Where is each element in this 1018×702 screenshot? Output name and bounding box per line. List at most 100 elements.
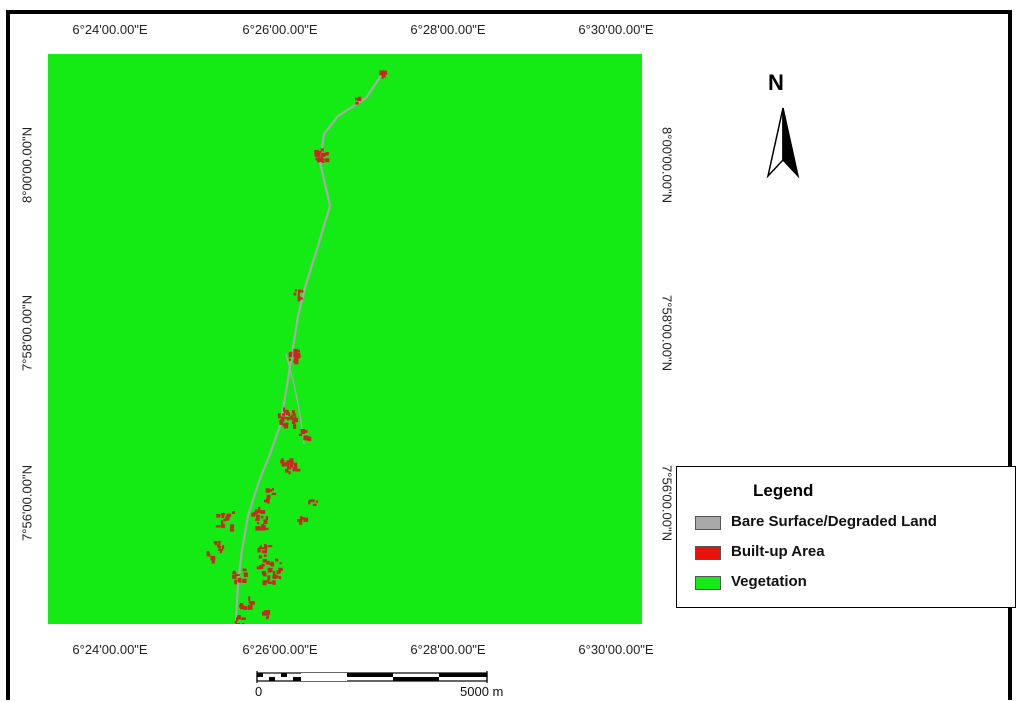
built-up-pixel: [299, 516, 303, 521]
built-up-pixel: [294, 418, 298, 421]
built-up-pixel: [294, 356, 299, 362]
built-up-pixel: [243, 572, 248, 578]
built-up-pixel: [307, 436, 312, 442]
built-up-pixel: [226, 513, 232, 518]
built-up-pixel: [232, 572, 237, 575]
built-up-pixel: [271, 492, 277, 496]
x-tick-bottom-4: 6°30'00.00"E: [578, 642, 654, 657]
built-up-pixel: [272, 580, 275, 585]
built-up-pixel: [258, 507, 261, 511]
built-up-pixel: [264, 499, 268, 503]
built-up-pixel: [281, 463, 286, 466]
built-up-pixel: [320, 148, 324, 152]
built-up-pixel: [291, 461, 294, 465]
built-up-pixel: [291, 410, 295, 414]
built-up-pixel: [262, 550, 267, 554]
built-up-pixel: [259, 545, 262, 548]
built-up-pixel: [379, 70, 385, 76]
built-up-pixel: [265, 488, 270, 493]
built-up-pixel: [257, 510, 263, 513]
x-tick-bottom-2: 6°26'00.00"E: [242, 642, 318, 657]
built-up-pixel: [293, 424, 297, 429]
built-up-pixel: [276, 570, 281, 574]
built-up-pixel: [288, 358, 292, 361]
built-up-pixel: [230, 524, 235, 529]
built-up-pixel: [308, 500, 311, 505]
built-up-pixel: [298, 297, 303, 300]
built-up-pixel: [283, 407, 286, 412]
built-up-pixel: [275, 558, 279, 562]
built-up-pixel: [218, 540, 221, 546]
built-up-pixel: [286, 467, 292, 470]
y-tick-right-2: 7°58'00.00"N: [659, 295, 675, 371]
built-up-pixel: [285, 422, 289, 425]
built-up-pixel: [256, 514, 260, 519]
built-up-pixel: [221, 515, 225, 518]
x-tick-bottom-1: 6°24'00.00"E: [72, 642, 148, 657]
built-up-pixel: [289, 462, 294, 468]
built-up-pixel: [237, 579, 242, 582]
built-up-pixel: [264, 545, 268, 551]
built-up-pixel: [297, 293, 300, 298]
built-up-pixel: [299, 433, 303, 436]
built-up-pixel: [272, 570, 276, 576]
built-up-pixel: [257, 521, 260, 525]
built-up-pixel: [248, 601, 252, 604]
built-up-pixel: [260, 515, 264, 519]
built-up-pixel: [293, 348, 299, 353]
built-up-pixel: [286, 412, 290, 415]
built-up-pixel: [211, 559, 215, 564]
built-up-pixel: [248, 596, 251, 602]
legend-swatch-built-up: [695, 546, 721, 560]
built-up-pixel: [267, 567, 272, 573]
built-up-pixel: [291, 418, 296, 421]
built-up-pixel: [220, 520, 224, 524]
built-up-pixel: [291, 414, 294, 417]
built-up-pixel: [315, 157, 321, 161]
built-up-pixel: [217, 544, 220, 547]
built-up-pixel: [381, 74, 384, 79]
built-up-pixel: [242, 578, 247, 583]
built-up-pixel: [321, 153, 324, 159]
scale-bar: [256, 671, 488, 683]
built-up-area-pixels: [206, 70, 388, 624]
built-up-pixel: [290, 415, 293, 420]
built-up-pixel: [297, 296, 301, 302]
built-up-pixel: [230, 528, 234, 532]
built-up-pixel: [321, 158, 325, 163]
built-up-pixel: [234, 621, 237, 624]
built-up-pixel: [281, 461, 285, 465]
built-up-pixel: [314, 149, 319, 154]
built-up-pixel: [294, 289, 297, 292]
built-up-pixel: [251, 512, 256, 517]
built-up-pixel: [325, 158, 330, 163]
x-tick-top-4: 6°30'00.00"E: [578, 22, 654, 37]
built-up-pixel: [282, 413, 285, 416]
built-up-pixel: [262, 581, 266, 584]
built-up-pixel: [277, 413, 281, 419]
land-cover-map: [48, 54, 642, 624]
built-up-pixel: [271, 488, 274, 491]
built-up-pixel: [214, 542, 218, 546]
built-up-pixel: [267, 545, 273, 548]
legend-swatch-bare-surface: [695, 516, 721, 530]
built-up-pixel: [266, 580, 269, 583]
built-up-pixel: [315, 500, 319, 503]
built-up-pixel: [283, 423, 289, 429]
built-up-pixel: [242, 606, 247, 610]
built-up-pixel: [299, 289, 303, 293]
bare-surface-corridor: [234, 72, 384, 622]
built-up-pixel: [299, 520, 303, 525]
built-up-pixel: [285, 409, 289, 413]
built-up-pixel: [273, 580, 276, 585]
built-up-pixel: [221, 523, 225, 529]
legend-title: Legend: [753, 481, 814, 500]
built-up-pixel: [321, 152, 326, 157]
built-up-pixel: [262, 559, 267, 563]
built-up-pixel: [216, 513, 219, 518]
built-up-pixel: [211, 557, 215, 562]
built-up-pixel: [261, 571, 266, 575]
built-up-pixel: [236, 617, 238, 622]
legend-box: Legend Bare Surface/Degraded Land Built-…: [676, 466, 1016, 608]
built-up-pixel: [247, 604, 253, 610]
